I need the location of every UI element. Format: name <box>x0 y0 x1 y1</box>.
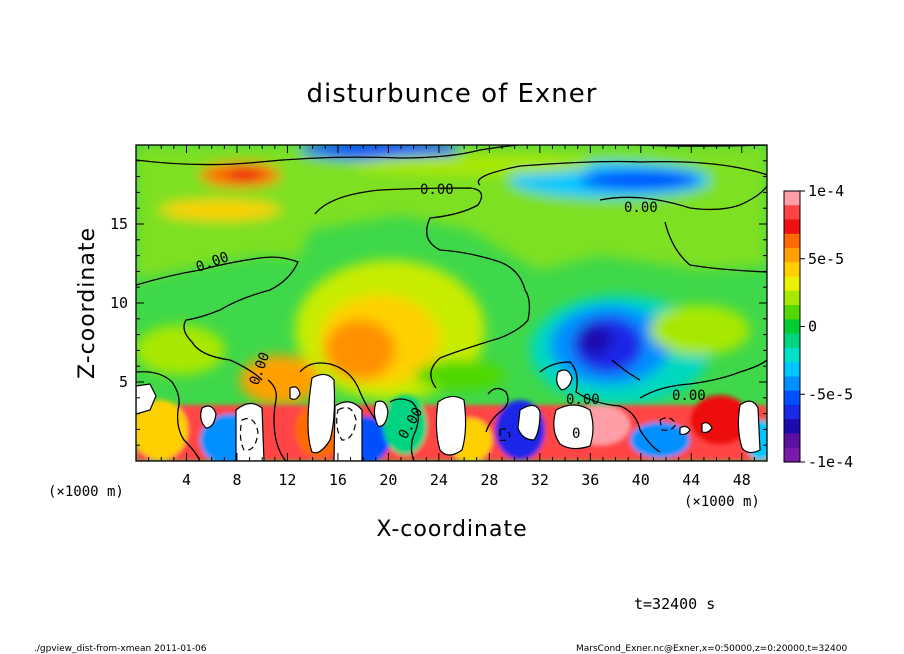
x-tick-label: 20 <box>379 471 397 489</box>
contour-label: 0 <box>572 426 580 442</box>
colorbar-swatch <box>784 191 800 206</box>
y-tick-label: 15 <box>110 215 128 233</box>
negative-contours <box>239 407 677 451</box>
colorbar-swatch <box>784 205 800 221</box>
y-tick-label: 10 <box>110 294 128 312</box>
x-tick-label: 4 <box>182 471 191 489</box>
x-tick-label: 8 <box>232 471 241 489</box>
x-tick-label: 36 <box>581 471 599 489</box>
colorbar-tick-label: -5e-5 <box>808 385 853 403</box>
colorbar-swatch <box>784 447 800 463</box>
contour-label: 0.00 <box>624 200 658 216</box>
contour-lines <box>136 145 767 461</box>
field-smooth-regions <box>136 145 767 405</box>
colorbar-swatch <box>784 390 800 406</box>
colorbar-swatch <box>784 219 800 235</box>
y-tick-label: 5 <box>119 373 128 391</box>
x-unit-right: (×1000 m) <box>684 494 760 510</box>
x-tick-label: 28 <box>480 471 498 489</box>
colorbar-swatch <box>784 319 800 335</box>
contour-label: 0.00 <box>566 392 600 408</box>
colorbar-swatch <box>784 290 800 306</box>
time-label: t=32400 s <box>634 595 715 613</box>
colorbar-tick-label: 5e-5 <box>808 250 844 268</box>
colorbar-swatch <box>784 433 800 449</box>
colorbar-swatch <box>784 376 800 392</box>
colorbar-swatch <box>784 262 800 278</box>
x-tick-label: 12 <box>278 471 296 489</box>
colorbar-swatch <box>784 362 800 378</box>
contour-label: 0.00 <box>420 182 454 198</box>
contour-label: 0.00 <box>672 388 706 404</box>
y-axis: 5 10 15 <box>110 144 767 462</box>
x-tick-label: 24 <box>430 471 448 489</box>
colorbar-swatch <box>784 305 800 320</box>
colorbar-swatch <box>784 276 800 292</box>
chart-title: disturbunce of Exner <box>307 79 598 109</box>
x-axis-label: X-coordinate <box>376 517 527 542</box>
x-unit-left: (×1000 m) <box>48 484 124 500</box>
y-axis-label: Z-coordinate <box>75 227 100 379</box>
x-tick-label: 32 <box>531 471 549 489</box>
colorbar-swatch <box>784 347 800 363</box>
colorbar-swatch <box>784 404 800 420</box>
plot-area <box>136 145 767 461</box>
footer-right: MarsCond_Exner.nc@Exner,x=0:50000,z=0:20… <box>576 644 847 654</box>
x-axis: 4 8 12 16 20 24 28 32 36 40 44 48 <box>135 145 768 489</box>
x-tick-label: 44 <box>682 471 700 489</box>
colorbar-swatch <box>784 333 800 349</box>
x-tick-label: 16 <box>329 471 347 489</box>
colorbar-tick-label: 0 <box>808 318 817 336</box>
colorbar-swatch <box>784 419 800 435</box>
footer-left: ./gpview_dist-from-xmean 2011-01-06 <box>34 644 207 654</box>
colorbar-swatch <box>784 248 800 263</box>
colorbar: 1e-4 5e-5 0 -5e-5 -1e-4 <box>783 182 853 471</box>
x-tick-label: 40 <box>632 471 650 489</box>
colorbar-tick-label: 1e-4 <box>808 182 844 200</box>
colorbar-swatch <box>784 233 800 249</box>
colorbar-tick-label: -1e-4 <box>808 453 853 471</box>
x-tick-label: 48 <box>733 471 751 489</box>
saturated-patches <box>136 369 761 461</box>
